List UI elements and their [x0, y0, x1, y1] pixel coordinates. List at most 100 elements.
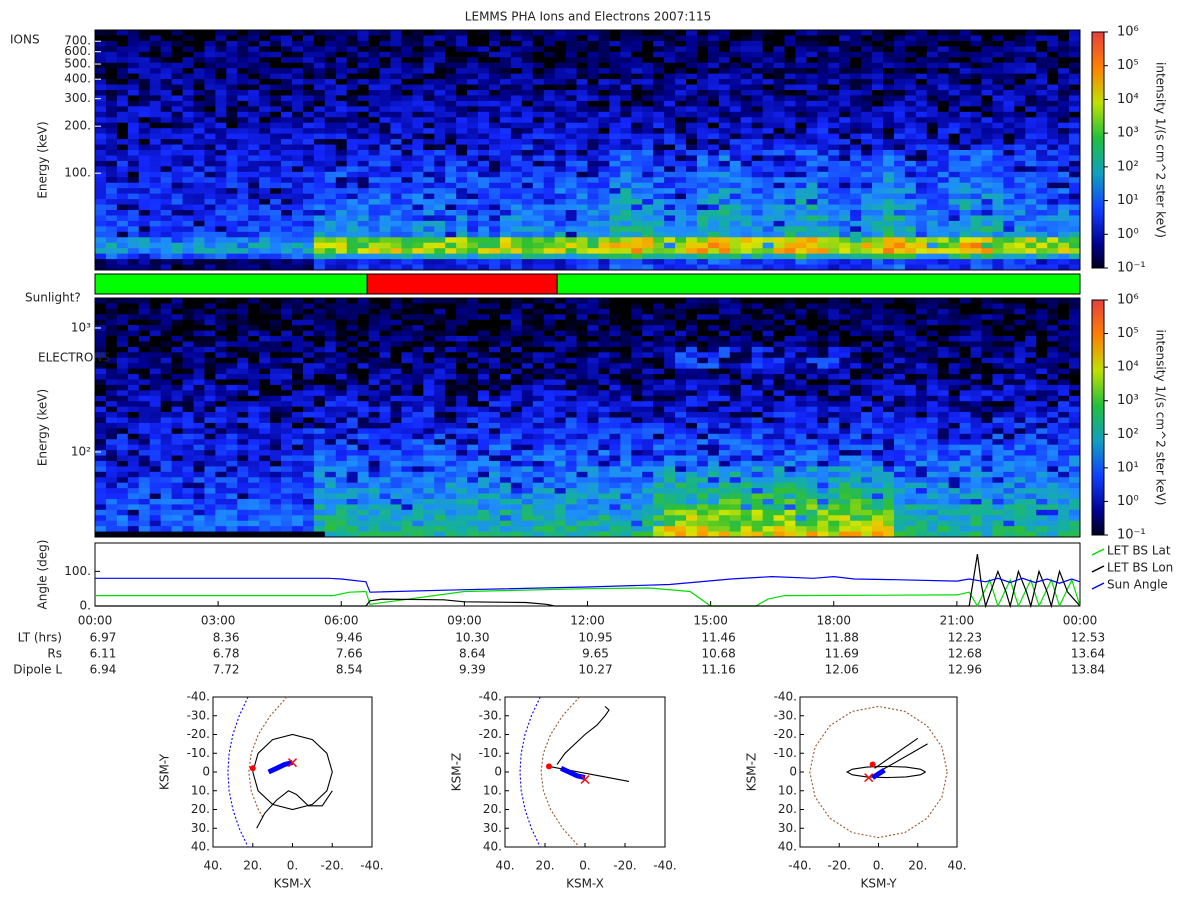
spectrogram-cell — [95, 466, 107, 473]
spectrogram-cell — [95, 455, 107, 462]
spectrogram-cell — [883, 160, 895, 167]
spectrogram-cell — [248, 150, 260, 156]
spectrogram-cell — [861, 155, 873, 162]
spectrogram-cell — [105, 139, 118, 145]
spectrogram-cell — [839, 117, 851, 124]
spectrogram-cell — [510, 248, 523, 255]
spectrogram-cell — [686, 199, 698, 205]
spectrogram-cell — [248, 390, 260, 397]
spectrogram-cell — [237, 314, 249, 321]
spectrogram-cell — [127, 210, 140, 216]
spectrogram-cell — [204, 417, 216, 424]
spectrogram-cell — [138, 57, 151, 64]
spectrogram-cell — [226, 171, 238, 178]
spectrogram-cell — [981, 150, 993, 156]
spectrogram-cell — [313, 117, 326, 124]
spectrogram-cell — [718, 171, 731, 178]
spectrogram-cell — [1014, 253, 1026, 260]
spectrogram-cell — [313, 433, 326, 440]
spectrogram-cell — [467, 264, 479, 271]
spectrogram-cell — [116, 460, 129, 467]
spectrogram-cell — [839, 231, 851, 238]
spectrogram-cell — [390, 193, 402, 200]
spectrogram-cell — [718, 242, 731, 249]
spectrogram-cell — [510, 79, 523, 85]
spectrogram-cell — [237, 79, 249, 85]
spectrogram-cell — [116, 122, 129, 129]
spectrogram-cell — [248, 488, 260, 494]
spectrogram-cell — [904, 210, 917, 216]
spectrogram-cell — [696, 111, 709, 118]
spectrogram-cell — [95, 106, 107, 113]
spectrogram-cell — [554, 226, 567, 233]
spectrogram-cell — [510, 264, 523, 271]
spectrogram-cell — [215, 498, 227, 505]
spectrogram-cell — [346, 150, 359, 156]
spectrogram-cell — [740, 100, 753, 107]
spectrogram-cell — [379, 144, 391, 151]
spectrogram-cell — [215, 379, 227, 386]
spectrogram-cell — [324, 182, 337, 189]
spectrogram-cell — [324, 57, 337, 64]
spectrogram-cell — [324, 144, 337, 151]
spectrogram-cell — [510, 171, 523, 178]
spectrogram-cell — [598, 182, 610, 189]
spectrogram-cell — [565, 111, 577, 118]
spectrogram-cell — [1014, 122, 1026, 129]
spectrogram-cell — [226, 111, 238, 118]
spectrogram-cell — [248, 531, 260, 538]
spectrogram-cell — [926, 259, 939, 265]
spectrogram-cell — [675, 171, 687, 178]
spectrogram-cell — [872, 188, 884, 195]
spectrogram-cell — [521, 128, 534, 135]
spectrogram-cell — [795, 242, 807, 249]
spectrogram-cell — [434, 68, 446, 75]
spectrogram-cell — [160, 237, 173, 244]
spectrogram-cell — [149, 444, 162, 451]
spectrogram-cell — [281, 455, 293, 462]
spectrogram-cell — [499, 220, 512, 227]
spectrogram-cell — [292, 450, 304, 456]
spectrogram-cell — [127, 160, 140, 167]
spectrogram-cell — [543, 220, 556, 227]
spectrogram-cell — [412, 68, 424, 75]
spectrogram-cell — [532, 199, 545, 205]
spectrogram-cell — [478, 122, 490, 129]
spectrogram-cell — [368, 117, 380, 124]
spectrogram-cell — [346, 62, 359, 69]
spectrogram-cell — [368, 40, 380, 47]
spectrogram-cell — [806, 79, 818, 85]
spectrogram-cell — [116, 330, 129, 337]
spectrogram-cell — [675, 117, 687, 124]
spectrogram-cell — [893, 215, 906, 222]
spectrogram-cell — [401, 237, 413, 244]
spectrogram-cell — [116, 303, 129, 310]
spectrogram-cell — [1014, 40, 1026, 47]
spectrogram-cell — [313, 193, 326, 200]
spectrogram-cell — [609, 242, 621, 249]
spectrogram-cell — [302, 73, 315, 80]
spectrogram-cell — [532, 171, 545, 178]
spectrogram-cell — [642, 106, 654, 113]
spectrogram-cell — [149, 177, 162, 184]
spectrogram-cell — [423, 57, 435, 64]
spectrogram-cell — [313, 520, 326, 527]
spectrogram-cell — [598, 79, 610, 85]
spectrogram-cell — [313, 46, 326, 53]
spectrogram-cell — [324, 374, 337, 380]
spectrogram-cell — [707, 242, 720, 249]
spectrogram-cell — [138, 515, 151, 522]
spectrogram-cell — [609, 264, 621, 271]
spectrogram-cell — [390, 171, 402, 178]
spectrogram-cell — [729, 100, 742, 107]
spectrogram-cell — [1003, 62, 1015, 69]
spectrogram-cell — [302, 374, 315, 380]
spectrogram-cell — [675, 160, 687, 167]
spectrogram-cell — [204, 298, 216, 304]
spectrogram-cell — [259, 226, 271, 233]
spectrogram-cell — [116, 336, 129, 342]
spectrogram-cell — [116, 220, 129, 227]
spectrogram-cell — [926, 160, 939, 167]
spectrogram-cell — [543, 40, 556, 47]
spectrogram-cell — [390, 40, 402, 47]
